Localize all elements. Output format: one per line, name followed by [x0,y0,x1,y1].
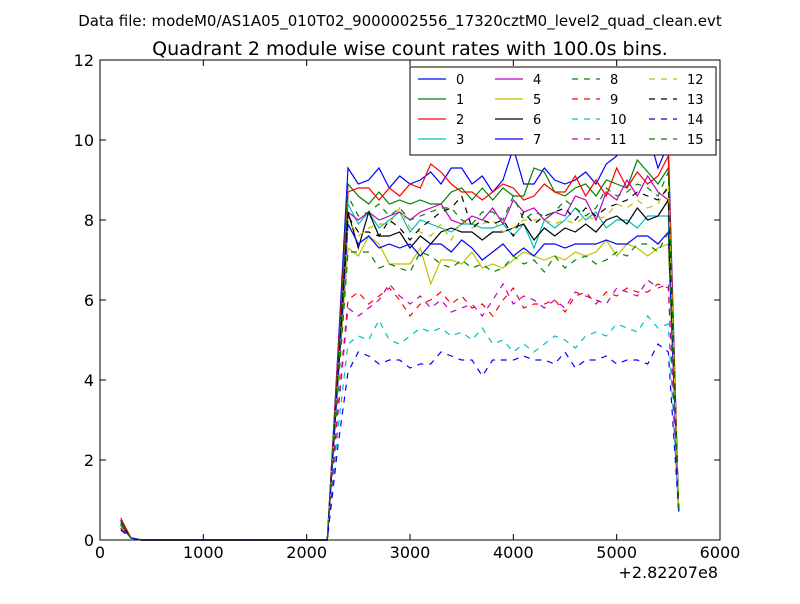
legend-label-10: 10 [610,113,627,128]
legend-box [409,66,717,156]
data-file-header: Data file: modeM0/AS1A05_010T02_90000025… [78,12,722,31]
x-tick-label-2000: 2000 [286,543,327,562]
legend-label-15: 15 [687,133,704,148]
legend-label-12: 12 [687,73,704,88]
legend-label-6: 6 [533,113,541,128]
legend-label-9: 9 [610,93,618,108]
x-tick-label-3000: 3000 [390,543,431,562]
legend-label-0: 0 [456,73,464,88]
legend-label-5: 5 [533,93,541,108]
y-tick-label-12: 12 [74,51,94,70]
legend-label-1: 1 [456,93,464,108]
y-tick-label-2: 2 [84,451,94,470]
x-offset-label: +2.82207e8 [618,563,718,582]
x-tick-label-1000: 1000 [183,543,224,562]
y-tick-label-8: 8 [84,211,94,230]
y-tick-label-4: 4 [84,371,94,390]
legend-label-4: 4 [533,73,541,88]
legend-label-13: 13 [687,93,704,108]
chart-title: Quadrant 2 module wise count rates with … [152,38,668,60]
legend-label-11: 11 [610,133,627,148]
y-tick-label-6: 6 [84,291,94,310]
y-tick-label-10: 10 [74,131,94,150]
x-tick-label-5000: 5000 [596,543,637,562]
series-line-14 [120,343,680,541]
x-tick-label-4000: 4000 [493,543,534,562]
legend-label-3: 3 [456,133,464,148]
legend-label-8: 8 [610,73,618,88]
y-tick-label-0: 0 [84,531,94,550]
x-tick-label-0: 0 [95,543,105,562]
legend-label-2: 2 [456,113,464,128]
x-tick-label-6000: 6000 [700,543,741,562]
legend-label-14: 14 [687,113,704,128]
legend-label-7: 7 [533,133,541,148]
